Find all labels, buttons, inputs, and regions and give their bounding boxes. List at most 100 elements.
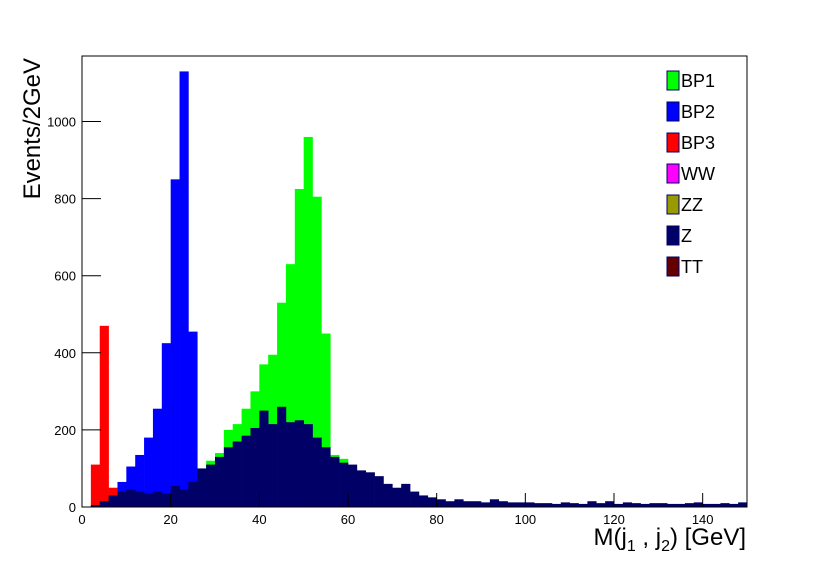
histogram-bar (348, 464, 358, 507)
histogram-bar (383, 483, 393, 507)
histogram-bar (720, 503, 730, 507)
histogram-bar (99, 501, 109, 507)
histogram-bar (259, 410, 269, 507)
histogram-bar (436, 499, 446, 507)
y-tick-label: 200 (54, 423, 76, 438)
histogram-bar (90, 464, 101, 507)
histogram-bar (516, 502, 526, 507)
histogram-bar (108, 495, 118, 507)
histogram-bar (90, 505, 101, 507)
histogram-bar (454, 499, 464, 507)
x-tick-label: 0 (78, 512, 85, 527)
frame (81, 55, 748, 508)
histogram-bar (711, 503, 721, 507)
histogram-bar (551, 503, 562, 507)
histogram-bar (339, 462, 349, 507)
histogram-bar (126, 466, 136, 507)
histogram-bar (365, 472, 375, 507)
histogram-bar (605, 501, 615, 507)
histogram-bar (312, 196, 322, 507)
legend-swatch (666, 256, 680, 277)
histogram-bar (321, 447, 331, 507)
histogram-bar (560, 502, 570, 507)
histogram-bar (534, 503, 544, 507)
histogram-bar (321, 333, 331, 507)
histogram-bar (312, 437, 322, 507)
histogram-bar (170, 179, 180, 507)
histogram-bar (170, 485, 180, 507)
histogram-bar (702, 503, 712, 507)
histogram-bar (693, 502, 703, 507)
x-axis-title: M(j1 , j2) [GeV] (593, 524, 746, 555)
histogram-bar (303, 136, 313, 507)
histogram-bar (223, 447, 234, 507)
histogram-bar (303, 424, 313, 507)
histogram-bar (684, 503, 695, 507)
histogram-bar (614, 503, 624, 507)
x-tick-label: 120 (603, 512, 625, 527)
y-tick-label: 600 (54, 269, 76, 284)
histogram-bar (99, 325, 109, 507)
legend-label: ZZ (681, 195, 703, 215)
histogram-bar (152, 491, 163, 507)
histogram-bar (658, 503, 668, 507)
histogram-bar (427, 497, 437, 507)
histogram-bar (622, 502, 633, 507)
histogram-bar (543, 503, 553, 507)
legend-label: Z (681, 226, 692, 246)
x-tick-label: 80 (429, 512, 443, 527)
x-tick-label: 140 (692, 512, 714, 527)
y-tick-label: 0 (69, 500, 76, 515)
histogram-bar (277, 302, 287, 507)
histogram-bar (569, 503, 579, 507)
histogram-bar (294, 188, 304, 507)
histogram-bar (215, 456, 225, 507)
histogram-bar (179, 71, 189, 508)
legend-swatch (666, 101, 680, 122)
histogram-bar (472, 501, 482, 507)
legend-label: BP1 (681, 71, 715, 91)
histogram-bar (144, 493, 154, 507)
legend-label: WW (681, 164, 715, 184)
histogram-bar (241, 435, 251, 507)
histogram-bar (356, 470, 367, 507)
histogram-bar (729, 503, 739, 507)
histogram-bar (188, 481, 198, 507)
legend-swatch (666, 163, 680, 184)
y-tick-label: 800 (54, 192, 76, 207)
histogram-bar (285, 422, 296, 507)
y-tick-label: 400 (54, 346, 76, 361)
histogram-bar (418, 495, 429, 507)
x-tick-label: 60 (341, 512, 355, 527)
y-axis-title: Events/2GeV (19, 58, 46, 199)
plot-area (90, 71, 748, 508)
histogram-bar (445, 501, 455, 507)
histogram-bar (507, 502, 517, 507)
legend-label: BP2 (681, 102, 715, 122)
histogram-bar (738, 502, 748, 507)
legend-label: BP3 (681, 133, 715, 153)
histogram-bar (117, 491, 127, 507)
histogram-bar (179, 489, 189, 507)
histogram-bar (640, 503, 650, 507)
histogram-bar (144, 437, 154, 507)
legend-swatch (666, 225, 680, 246)
histogram-bar (525, 502, 535, 507)
x-tick-label: 100 (514, 512, 536, 527)
histogram-bar (232, 441, 242, 507)
histogram-bar (481, 502, 491, 507)
histogram-bar (294, 420, 304, 507)
histogram-bar (250, 427, 260, 507)
histogram-bar (197, 468, 207, 507)
histogram-bar (392, 487, 402, 507)
histogram-bar (667, 503, 677, 507)
y-tick-label: 1000 (47, 115, 76, 130)
histogram-bar (578, 503, 588, 507)
histogram-bar (596, 503, 606, 507)
legend-swatch (666, 70, 680, 91)
histogram-bar (676, 503, 686, 507)
histogram-bar (135, 491, 145, 507)
histogram-bar (631, 503, 641, 507)
histogram-bar (152, 408, 163, 507)
